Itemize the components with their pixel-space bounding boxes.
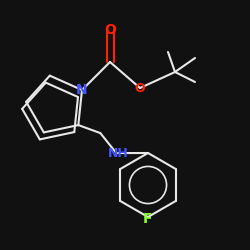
Text: O: O xyxy=(104,23,116,37)
Text: NH: NH xyxy=(108,146,129,160)
Text: F: F xyxy=(143,212,153,226)
Text: O: O xyxy=(135,82,145,94)
Text: N: N xyxy=(76,83,88,97)
